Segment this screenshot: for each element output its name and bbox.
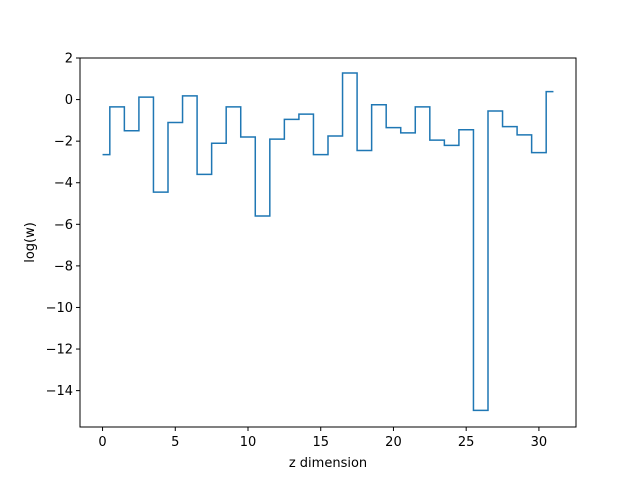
y-tick-label: −8 (54, 259, 73, 274)
x-axis-ticks: 0 5 10 15 20 25 30 (98, 427, 547, 450)
axes-frame (79, 57, 577, 428)
y-tick-label: −12 (46, 343, 73, 358)
plot-area (80, 58, 576, 427)
x-tick-label: 10 (240, 435, 257, 450)
x-tick-label: 0 (98, 435, 106, 450)
x-tick-label: 20 (385, 435, 402, 450)
x-axis-label: z dimension (289, 456, 367, 471)
y-tick-label: −6 (54, 218, 73, 233)
y-tick-label: −14 (46, 384, 73, 399)
y-axis-ticks: 2 0 −2 −4 −6 −8 −10 −12 −14 (46, 52, 80, 399)
y-tick-label: 0 (65, 93, 73, 108)
y-axis-label: log(w) (23, 222, 38, 263)
y-tick-label: −2 (54, 135, 73, 150)
x-tick-label: 5 (171, 435, 179, 450)
x-tick-label: 30 (531, 435, 548, 450)
x-tick-label: 25 (458, 435, 475, 450)
y-tick-label: −4 (54, 176, 73, 191)
series-line (102, 72, 554, 412)
x-tick-label: 15 (312, 435, 329, 450)
y-tick-label: 2 (65, 52, 73, 67)
y-tick-label: −10 (46, 301, 73, 316)
